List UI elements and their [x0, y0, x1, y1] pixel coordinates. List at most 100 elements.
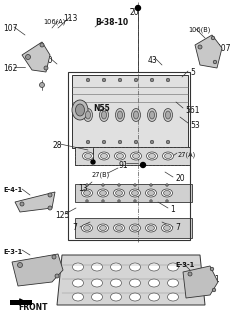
- Ellipse shape: [149, 293, 159, 301]
- Ellipse shape: [118, 140, 122, 144]
- Text: 5: 5: [190, 68, 195, 76]
- Ellipse shape: [18, 262, 23, 268]
- Text: 20: 20: [130, 7, 140, 17]
- Ellipse shape: [164, 226, 170, 230]
- Ellipse shape: [118, 200, 120, 202]
- Ellipse shape: [102, 140, 106, 144]
- Text: 260: 260: [38, 55, 53, 65]
- Ellipse shape: [164, 190, 170, 196]
- Text: E-3-1: E-3-1: [3, 249, 22, 255]
- Polygon shape: [75, 147, 190, 165]
- Text: E-3-1: E-3-1: [175, 262, 194, 268]
- Text: 106(A): 106(A): [43, 19, 65, 25]
- Ellipse shape: [134, 200, 136, 202]
- Ellipse shape: [44, 66, 48, 70]
- Ellipse shape: [162, 189, 173, 197]
- Ellipse shape: [91, 293, 103, 301]
- Text: 91: 91: [118, 161, 128, 170]
- Ellipse shape: [148, 226, 154, 230]
- Text: 162: 162: [3, 63, 17, 73]
- Ellipse shape: [166, 140, 170, 144]
- Ellipse shape: [48, 193, 52, 197]
- Text: B-38-10: B-38-10: [95, 18, 128, 27]
- Ellipse shape: [130, 152, 142, 160]
- Polygon shape: [75, 184, 192, 202]
- Polygon shape: [57, 255, 205, 305]
- Ellipse shape: [129, 293, 140, 301]
- Text: 1: 1: [170, 205, 175, 214]
- Ellipse shape: [114, 152, 125, 160]
- Ellipse shape: [134, 78, 138, 82]
- Ellipse shape: [162, 224, 173, 232]
- Ellipse shape: [129, 263, 140, 271]
- Ellipse shape: [149, 263, 159, 271]
- Ellipse shape: [86, 184, 88, 186]
- Ellipse shape: [168, 279, 178, 287]
- Text: 7: 7: [72, 223, 77, 233]
- Ellipse shape: [129, 279, 140, 287]
- Text: 107: 107: [216, 44, 230, 52]
- Ellipse shape: [164, 154, 172, 158]
- Polygon shape: [183, 266, 218, 298]
- Ellipse shape: [20, 202, 24, 206]
- Text: 27(A): 27(A): [178, 152, 196, 158]
- Ellipse shape: [102, 200, 104, 202]
- Ellipse shape: [72, 100, 88, 120]
- Ellipse shape: [164, 108, 173, 122]
- Ellipse shape: [134, 111, 139, 119]
- Ellipse shape: [86, 200, 88, 202]
- Ellipse shape: [85, 111, 90, 119]
- Ellipse shape: [91, 279, 103, 287]
- Text: 13: 13: [78, 183, 88, 193]
- Ellipse shape: [73, 263, 84, 271]
- Ellipse shape: [40, 43, 44, 47]
- Text: 27(B): 27(B): [92, 172, 110, 178]
- Text: 31: 31: [210, 276, 220, 284]
- Ellipse shape: [75, 104, 84, 116]
- Ellipse shape: [25, 54, 30, 60]
- Circle shape: [91, 160, 95, 164]
- Ellipse shape: [114, 189, 124, 197]
- Ellipse shape: [84, 154, 91, 158]
- Ellipse shape: [198, 45, 202, 49]
- Ellipse shape: [149, 154, 155, 158]
- Ellipse shape: [118, 78, 122, 82]
- Ellipse shape: [132, 190, 139, 196]
- Ellipse shape: [134, 140, 138, 144]
- Ellipse shape: [211, 36, 215, 40]
- Ellipse shape: [129, 224, 140, 232]
- Ellipse shape: [98, 189, 109, 197]
- Ellipse shape: [115, 190, 123, 196]
- Ellipse shape: [110, 279, 122, 287]
- Ellipse shape: [148, 190, 154, 196]
- Text: FRONT: FRONT: [18, 303, 48, 313]
- Ellipse shape: [55, 274, 59, 278]
- Text: 28: 28: [52, 140, 61, 149]
- Text: E-4-1: E-4-1: [3, 187, 22, 193]
- Ellipse shape: [48, 206, 52, 210]
- Polygon shape: [10, 300, 32, 305]
- Polygon shape: [22, 42, 50, 72]
- Ellipse shape: [148, 108, 157, 122]
- Ellipse shape: [110, 263, 122, 271]
- Ellipse shape: [149, 279, 159, 287]
- Ellipse shape: [145, 189, 157, 197]
- Ellipse shape: [149, 111, 154, 119]
- Ellipse shape: [166, 184, 168, 186]
- Text: 125: 125: [55, 211, 69, 220]
- Ellipse shape: [133, 154, 139, 158]
- Ellipse shape: [188, 272, 192, 276]
- Ellipse shape: [81, 189, 93, 197]
- Polygon shape: [72, 75, 188, 148]
- Ellipse shape: [81, 224, 93, 232]
- Polygon shape: [75, 218, 192, 238]
- Text: N55: N55: [93, 103, 110, 113]
- Text: 106(B): 106(B): [188, 27, 210, 33]
- Ellipse shape: [84, 108, 93, 122]
- Ellipse shape: [165, 111, 170, 119]
- Ellipse shape: [83, 152, 94, 160]
- Circle shape: [140, 163, 145, 167]
- Text: 20: 20: [175, 173, 185, 182]
- Ellipse shape: [163, 152, 174, 160]
- Ellipse shape: [114, 224, 124, 232]
